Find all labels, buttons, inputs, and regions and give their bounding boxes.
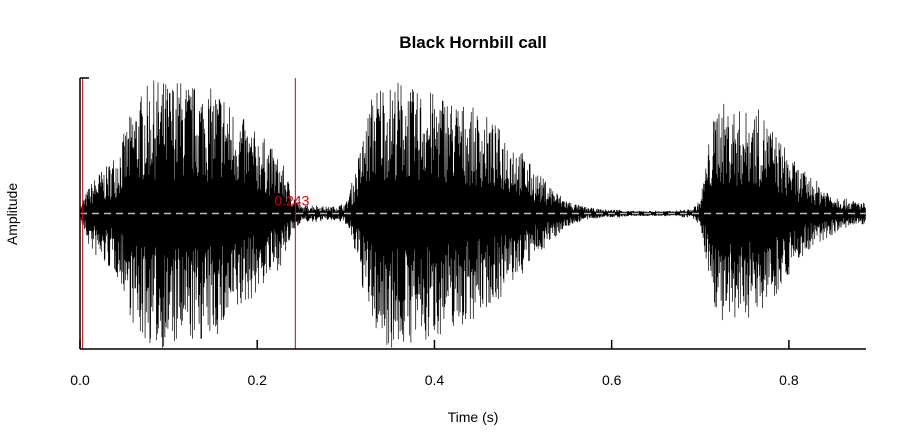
x-tick-label: 0.2 <box>247 372 267 388</box>
x-tick-label: 0.8 <box>779 372 799 388</box>
x-axis-label: Time (s) <box>448 409 499 425</box>
waveform-line <box>79 80 867 348</box>
x-tick-label: 0.6 <box>602 372 622 388</box>
plot-area: 0.243 0.0 0.2 0.4 0.6 0.8 <box>70 77 867 388</box>
y-axis-label: Amplitude <box>4 183 20 245</box>
x-tick-label: 0.0 <box>70 372 90 388</box>
x-tick-label: 0.4 <box>425 372 445 388</box>
marker-label: 0.243 <box>274 193 309 209</box>
chart-title: Black Hornbill call <box>399 33 546 52</box>
